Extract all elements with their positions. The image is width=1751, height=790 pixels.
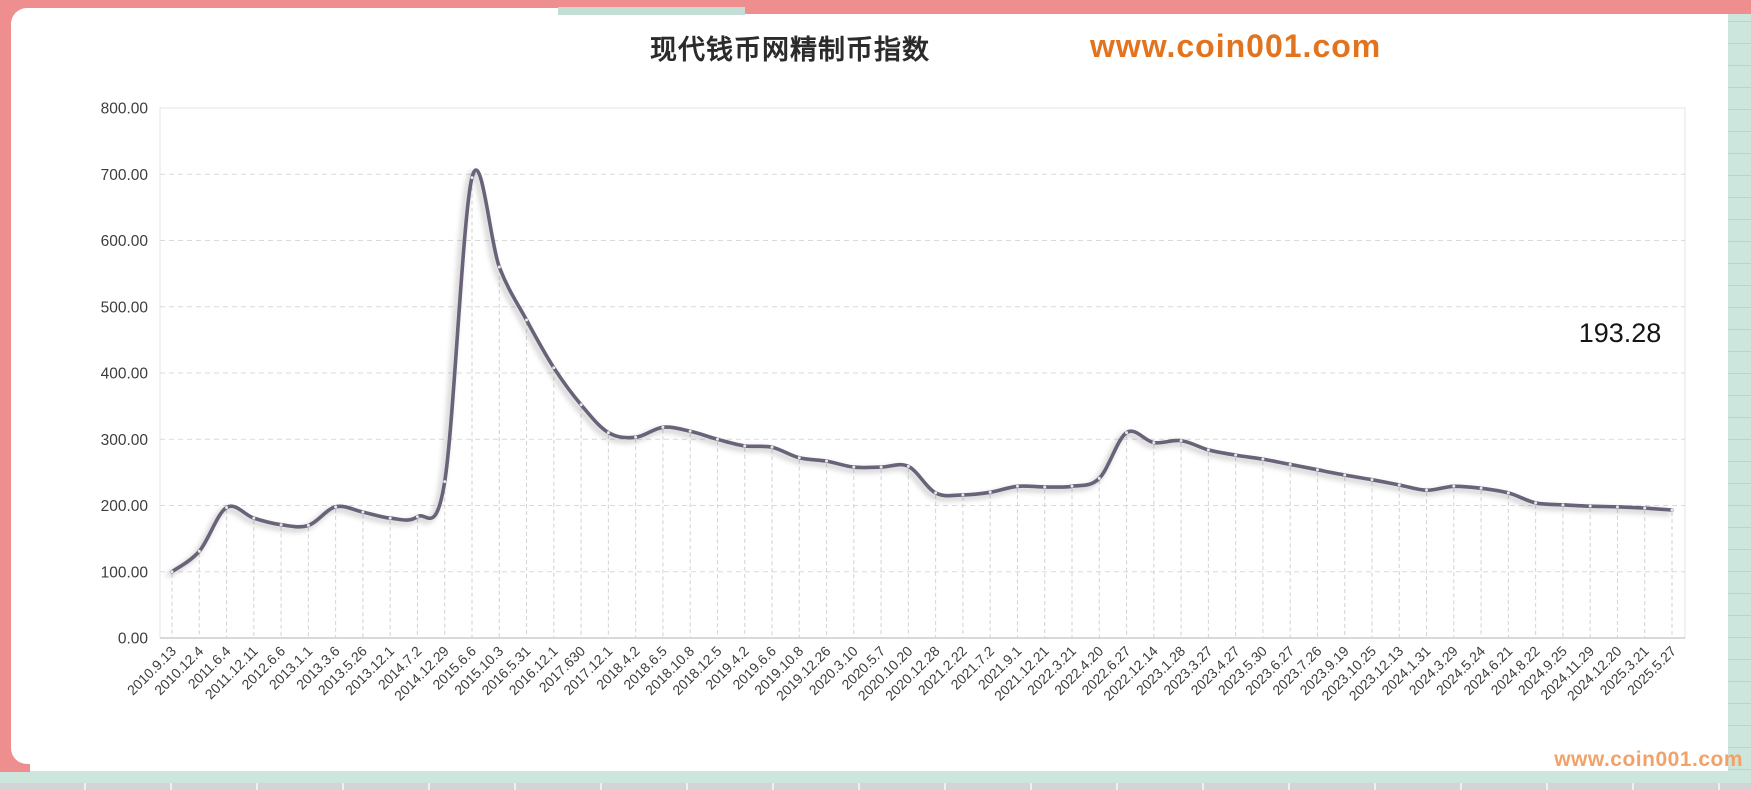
data-point-marker bbox=[1343, 473, 1347, 477]
y-axis-tick-label: 500.00 bbox=[101, 299, 149, 316]
data-point-marker bbox=[852, 465, 856, 469]
last-value-label: 193.28 bbox=[1578, 318, 1662, 348]
data-point-marker bbox=[743, 444, 747, 448]
data-point-marker bbox=[361, 510, 365, 514]
data-point-marker bbox=[1670, 508, 1674, 512]
chart-title: 现代钱币网精制币指数 bbox=[650, 35, 930, 65]
data-point-marker bbox=[552, 366, 556, 370]
data-point-marker bbox=[1043, 485, 1047, 489]
data-point-marker bbox=[1179, 439, 1183, 443]
data-point-marker bbox=[1015, 484, 1019, 488]
series-line bbox=[170, 168, 1674, 574]
data-point-marker bbox=[1397, 483, 1401, 487]
watermark-bottom: www.coin001.com bbox=[1554, 748, 1743, 771]
data-point-marker bbox=[661, 425, 665, 429]
y-axis-tick-label: 700.00 bbox=[101, 167, 149, 184]
data-point-marker bbox=[1615, 505, 1619, 509]
data-point-marker bbox=[415, 515, 419, 519]
data-point-marker bbox=[606, 431, 610, 435]
data-point-marker bbox=[988, 490, 992, 494]
data-point-marker bbox=[388, 516, 392, 520]
data-point-marker bbox=[525, 318, 529, 322]
data-point-marker bbox=[961, 493, 965, 497]
chart-frame-top-border-right bbox=[745, 0, 1751, 14]
data-point-marker bbox=[715, 437, 719, 441]
data-point-marker bbox=[334, 505, 338, 509]
data-point-marker bbox=[634, 435, 638, 439]
data-point-marker bbox=[579, 403, 583, 407]
data-point-marker bbox=[1479, 486, 1483, 490]
data-point-marker bbox=[1261, 457, 1265, 461]
data-point-marker bbox=[1370, 478, 1374, 482]
data-point-marker bbox=[934, 491, 938, 495]
spreadsheet-cells-row bbox=[0, 783, 1751, 790]
data-point-marker bbox=[470, 176, 474, 180]
data-point-marker bbox=[1097, 476, 1101, 480]
data-point-marker bbox=[825, 459, 829, 463]
data-point-marker bbox=[1152, 441, 1156, 445]
data-point-marker bbox=[1452, 484, 1456, 488]
y-axis-tick-label: 800.00 bbox=[101, 101, 149, 118]
data-point-marker bbox=[1506, 491, 1510, 495]
data-point-marker bbox=[1125, 431, 1129, 435]
spreadsheet-bottom-strip bbox=[0, 771, 1751, 783]
data-point-marker bbox=[770, 445, 774, 449]
data-point-marker bbox=[1561, 503, 1565, 507]
y-axis-tick-label: 200.00 bbox=[101, 498, 149, 515]
chart-frame-left-border bbox=[0, 0, 11, 772]
spreadsheet-right-strip bbox=[1728, 0, 1751, 790]
top-teal-segment bbox=[558, 7, 745, 15]
data-point-marker bbox=[1534, 501, 1538, 505]
data-point-marker bbox=[497, 265, 501, 269]
chart-frame-corner-bottom-left bbox=[0, 742, 30, 772]
data-point-marker bbox=[279, 523, 283, 527]
y-axis-tick-label: 300.00 bbox=[101, 432, 149, 449]
data-point-marker bbox=[252, 516, 256, 520]
y-axis-tick-label: 600.00 bbox=[101, 233, 149, 250]
data-point-marker bbox=[443, 480, 447, 484]
data-point-marker bbox=[1425, 488, 1429, 492]
data-point-marker bbox=[797, 456, 801, 460]
data-point-marker bbox=[197, 549, 201, 553]
data-point-marker bbox=[306, 523, 310, 527]
y-axis-tick-label: 0.00 bbox=[118, 631, 149, 648]
data-point-marker bbox=[1206, 448, 1210, 452]
data-point-marker bbox=[225, 505, 229, 509]
data-point-marker bbox=[1070, 484, 1074, 488]
y-axis-tick-label: 400.00 bbox=[101, 366, 149, 383]
data-point-marker bbox=[1643, 506, 1647, 510]
data-point-marker bbox=[1288, 462, 1292, 466]
data-point-marker bbox=[1234, 453, 1238, 457]
data-point-marker bbox=[1588, 504, 1592, 508]
data-point-marker bbox=[1315, 468, 1319, 472]
data-point-marker bbox=[688, 429, 692, 433]
y-axis-tick-label: 100.00 bbox=[101, 564, 149, 581]
data-point-marker bbox=[879, 465, 883, 469]
data-point-marker bbox=[906, 464, 910, 468]
chart-frame-corner-top-left bbox=[0, 0, 30, 30]
watermark-top: www.coin001.com bbox=[1090, 28, 1382, 64]
data-point-marker bbox=[170, 570, 174, 574]
